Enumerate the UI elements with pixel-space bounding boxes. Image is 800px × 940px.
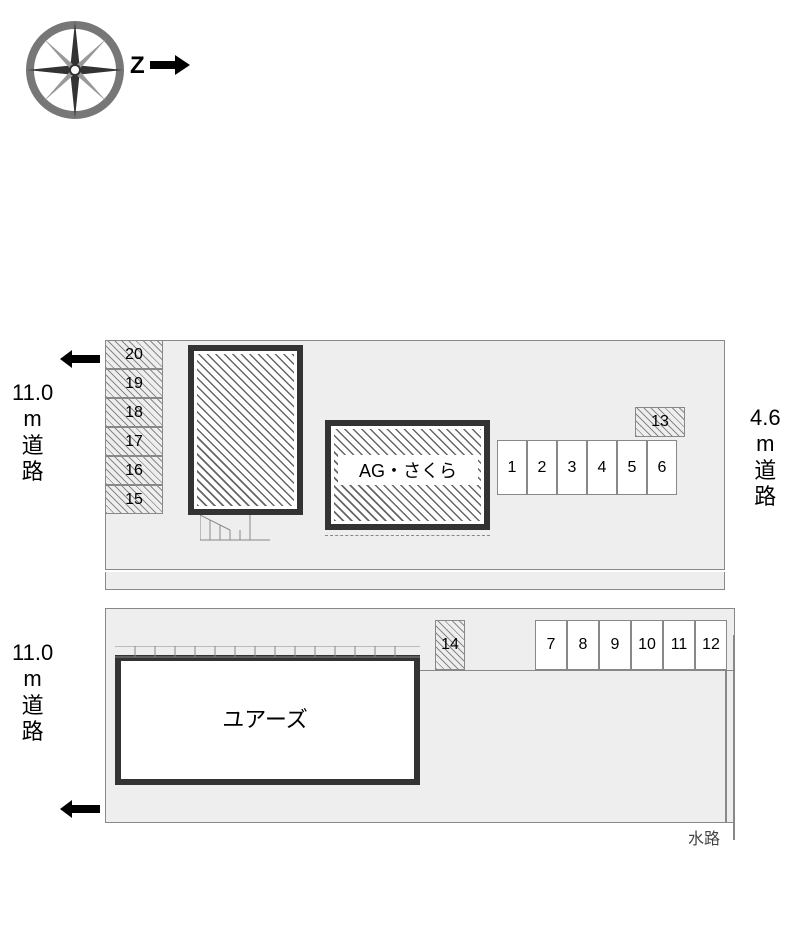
road-suffix-1: 道: [12, 433, 53, 459]
parking-cell: 3: [557, 440, 587, 495]
road-arrow-left-top: [60, 350, 100, 373]
parking-cell: 15: [105, 485, 163, 514]
compass: [25, 20, 125, 120]
road-unit: m: [750, 431, 781, 457]
parking-cell: 9: [599, 620, 631, 670]
parking-spot-13: 13: [635, 407, 685, 437]
road-unit: m: [12, 666, 53, 692]
road-suffix-1: 道: [750, 458, 781, 484]
parking-cell: 20: [105, 340, 163, 369]
parking-cell: 10: [631, 620, 663, 670]
parking-cell: 18: [105, 398, 163, 427]
parking-label: 13: [651, 413, 669, 431]
parking-cell: 16: [105, 456, 163, 485]
road-width: 11.0: [12, 640, 53, 665]
waterway-label: 水路: [688, 825, 720, 849]
parking-cell: 6: [647, 440, 677, 495]
building-2-label: AG・さくら: [338, 455, 478, 485]
parking-cell: 4: [587, 440, 617, 495]
road-suffix-2: 路: [750, 484, 781, 510]
building-1: [188, 345, 303, 515]
parking-cell: 17: [105, 427, 163, 456]
parking-spot-14: 14: [435, 620, 465, 670]
parking-cell: 11: [663, 620, 695, 670]
stairs-1: [200, 515, 270, 550]
road-suffix-2: 路: [12, 719, 53, 745]
parking-cell: 1: [497, 440, 527, 495]
parking-cell: 19: [105, 369, 163, 398]
road-width: 11.0: [12, 380, 53, 405]
road-label-right: 4.6 m 道 路: [750, 405, 781, 511]
building-2-dashed: [325, 535, 490, 536]
road-suffix-2: 路: [12, 459, 53, 485]
parking-cell: 5: [617, 440, 647, 495]
parking-cell: 8: [567, 620, 599, 670]
parking-cell: 2: [527, 440, 557, 495]
compass-z-label: Z: [130, 52, 145, 80]
parking-cell: 12: [695, 620, 727, 670]
road-label-left-top: 11.0 m 道 路: [12, 380, 53, 486]
parking-cell: 7: [535, 620, 567, 670]
building-3-label: ユアーズ: [175, 700, 355, 735]
compass-z-arrow: [150, 55, 190, 80]
road-suffix-1: 道: [12, 693, 53, 719]
stairs-2: [115, 645, 420, 663]
road-label-left-bot: 11.0 m 道 路: [12, 640, 53, 746]
waterway-line2: [733, 635, 735, 840]
road-width: 4.6: [750, 405, 781, 430]
parking-label: 14: [441, 636, 459, 654]
road-unit: m: [12, 406, 53, 432]
lot-strip: [105, 572, 725, 590]
road-arrow-left-bot: [60, 800, 100, 823]
divider-bot: [420, 670, 735, 671]
waterway-line1: [725, 645, 727, 823]
